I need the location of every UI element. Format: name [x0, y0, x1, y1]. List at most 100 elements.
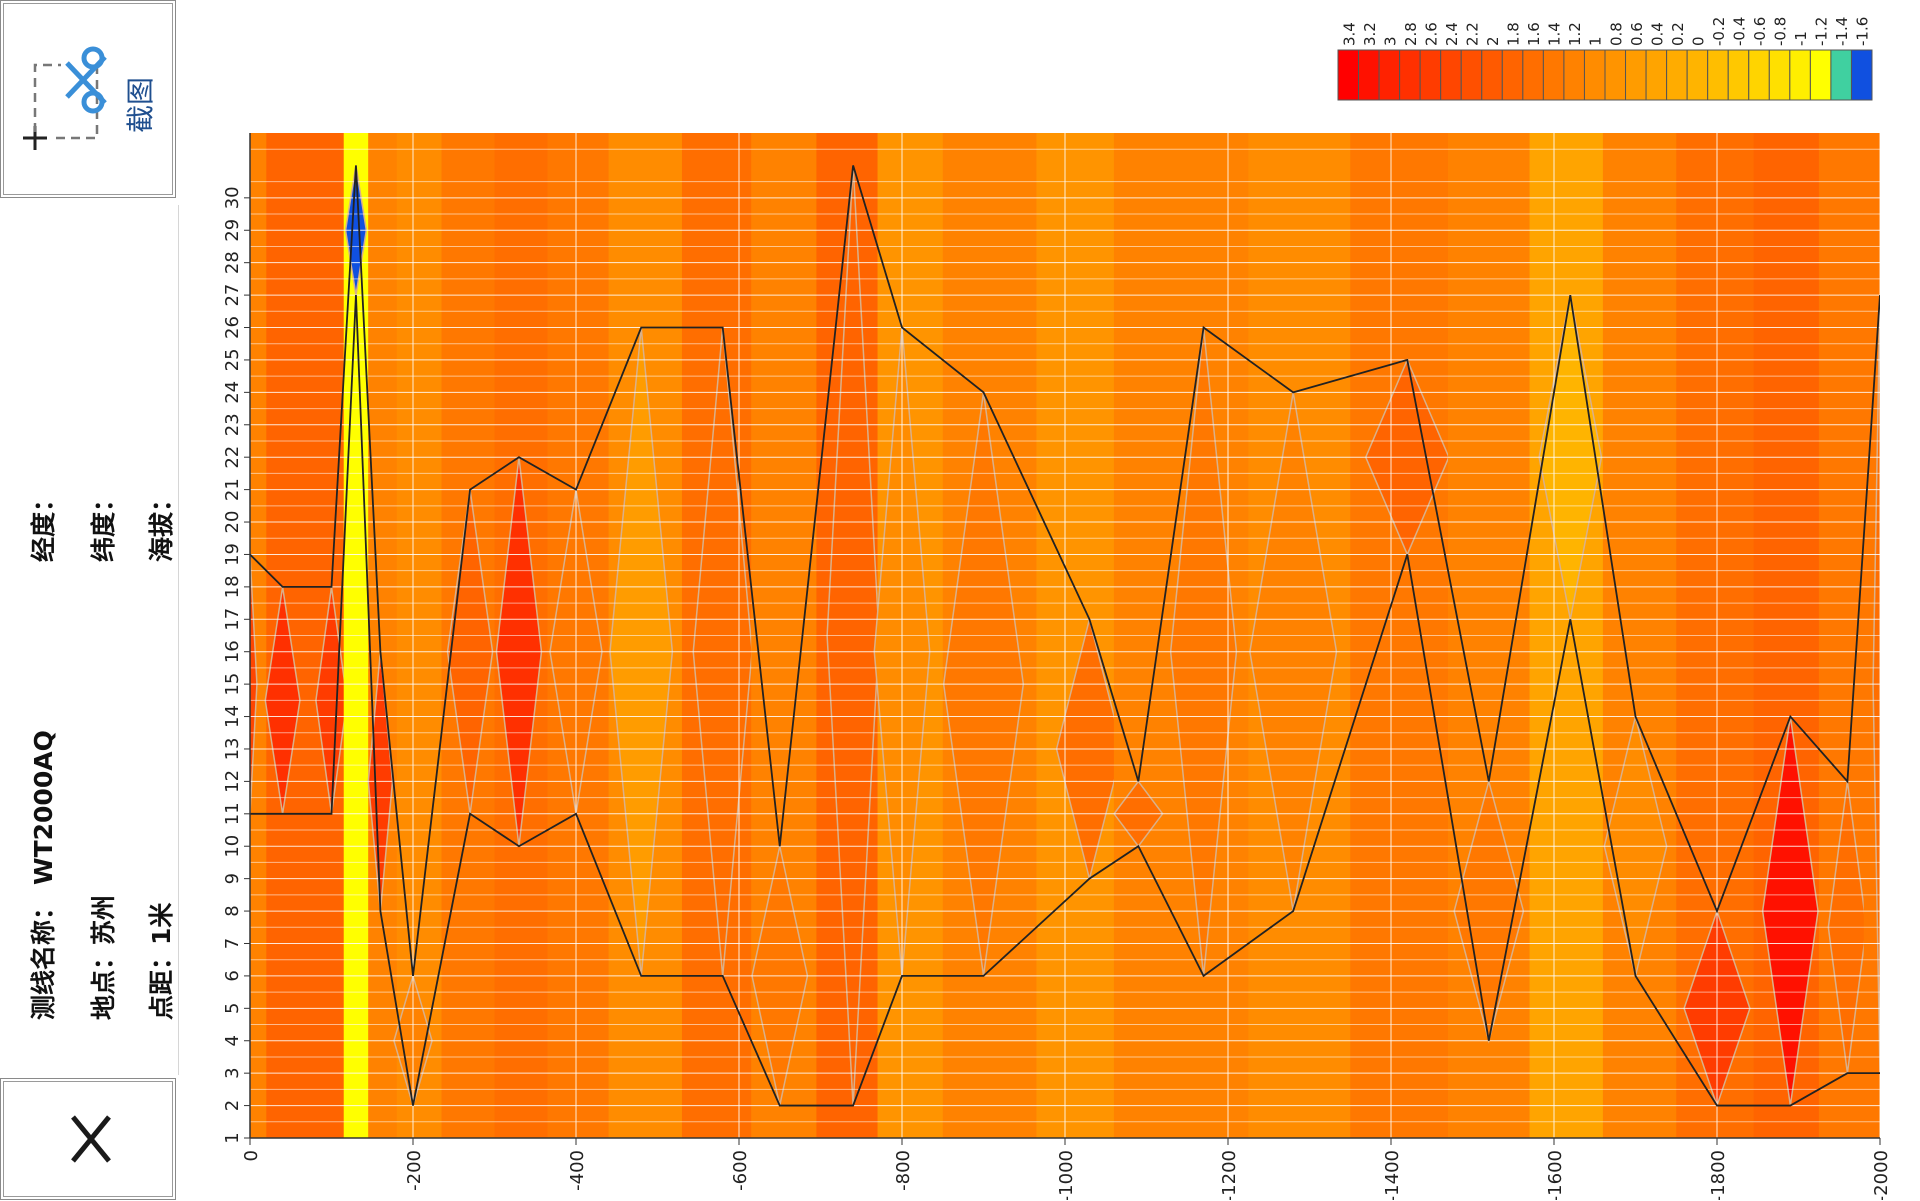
y-tick-label: 20: [222, 511, 243, 534]
y-tick-label: 24: [222, 381, 243, 404]
contour-layer: [250, 165, 1880, 1107]
close-button[interactable]: [0, 1078, 176, 1200]
legend-label: 1.8: [1505, 22, 1523, 46]
latitude-field: 纬度：: [84, 487, 120, 562]
y-tick-label: 29: [222, 219, 243, 242]
close-icon: [71, 1115, 111, 1163]
y-tick-label: 17: [222, 608, 243, 631]
legend-swatch: [1645, 49, 1668, 101]
legend-label: -0.4: [1731, 17, 1749, 46]
y-tick-label: 26: [222, 316, 243, 339]
legend-swatch: [1625, 49, 1647, 101]
x-tick-label: -1000: [1056, 1150, 1077, 1200]
legend-label: 3: [1381, 36, 1399, 46]
legend-swatch: [1789, 49, 1811, 101]
y-tick-label: 27: [222, 284, 243, 307]
legend-label: 0.8: [1607, 22, 1625, 46]
y-tick-label: 7: [222, 938, 243, 949]
x-tick-label: -2000: [1871, 1150, 1892, 1200]
screenshot-button[interactable]: 截图: [0, 0, 176, 198]
y-tick-label: 21: [222, 478, 243, 501]
spacing-label: 点距：: [147, 944, 176, 1020]
x-tick-label: 0: [241, 1150, 262, 1161]
longitude-field: 经度：: [24, 487, 60, 562]
y-tick-label: 1: [222, 1132, 243, 1143]
legend-swatch: [1501, 49, 1524, 101]
legend-label: 1.2: [1566, 22, 1584, 46]
line-name-label: 测线名称：: [29, 894, 58, 1020]
y-tick-label: 5: [222, 1003, 243, 1014]
legend-swatch: [1337, 49, 1360, 101]
legend-swatch: [1378, 49, 1401, 101]
x-tick-label: -1800: [1708, 1150, 1729, 1200]
legend-label: -0.6: [1751, 17, 1769, 46]
legend-swatch: [1850, 49, 1873, 101]
legend-swatch: [1748, 49, 1770, 101]
legend-label: 0.4: [1648, 22, 1666, 46]
legend-label: -1: [1792, 31, 1810, 46]
legend-label: -1.6: [1854, 17, 1872, 46]
legend-label: -0.2: [1710, 17, 1728, 46]
altitude-label: 海拔：: [147, 486, 176, 562]
legend-swatch: [1768, 49, 1791, 101]
y-tick-label: 11: [222, 802, 243, 825]
y-tick-label: 28: [222, 251, 243, 274]
legend-swatch: [1358, 49, 1380, 101]
y-tick-label: 14: [222, 705, 243, 728]
legend-label: -1.4: [1833, 17, 1851, 46]
legend-swatch: [1399, 49, 1421, 101]
altitude-field: 海拔：: [142, 487, 178, 562]
location-value: 苏州: [89, 894, 118, 945]
legend-label: 0: [1689, 36, 1707, 46]
x-tick-label: -1600: [1545, 1150, 1566, 1200]
y-tick-label: 19: [222, 543, 243, 566]
x-tick-label: -1200: [1219, 1150, 1240, 1200]
legend-label: 2.4: [1443, 22, 1461, 46]
screenshot-label: 截图: [124, 76, 157, 133]
axis-layer: 1234567891011121314151617181920212223242…: [222, 133, 1892, 1200]
y-tick-label: 15: [222, 673, 243, 696]
y-tick-label: 23: [222, 413, 243, 436]
legend-swatch: [1830, 49, 1852, 101]
color-legend: 3.4 3.2 3 2.8 2.6 2.4 2.2 2 1.8 1.6 1.4 1.2 1 0.8 0.6 0…: [1337, 17, 1873, 101]
location-field: 地点：苏州: [84, 895, 120, 1020]
legend-label: -0.8: [1772, 17, 1790, 46]
legend-swatch: [1809, 49, 1832, 101]
legend-label: 0.2: [1669, 22, 1687, 46]
legend-label: 3.4: [1340, 22, 1358, 46]
legend-swatch: [1542, 49, 1565, 101]
legend-swatch: [1666, 49, 1688, 101]
y-tick-label: 22: [222, 446, 243, 469]
x-tick-label: -1400: [1382, 1150, 1403, 1200]
legend-label: 2: [1484, 36, 1502, 46]
legend-label: 0.6: [1628, 22, 1646, 46]
longitude-label: 经度：: [29, 486, 58, 562]
legend-swatch: [1707, 49, 1729, 101]
legend-label: 1.4: [1546, 22, 1564, 46]
y-tick-label: 3: [222, 1067, 243, 1078]
x-tick-label: -800: [893, 1150, 914, 1191]
legend-swatch: [1727, 49, 1750, 101]
x-tick-label: -600: [730, 1150, 751, 1191]
legend-label: 2.2: [1464, 22, 1482, 46]
legend-swatch: [1583, 49, 1606, 101]
y-tick-label: 6: [222, 970, 243, 981]
contour-line-upper: [250, 165, 1880, 977]
y-tick-label: 25: [222, 348, 243, 371]
y-tick-label: 18: [222, 575, 243, 598]
y-tick-label: 30: [222, 186, 243, 209]
legend-swatch: [1460, 49, 1483, 101]
y-tick-label: 8: [222, 905, 243, 916]
legend-swatch: [1686, 49, 1709, 101]
y-tick-label: 4: [222, 1035, 243, 1046]
legend-label: 2.8: [1402, 22, 1420, 46]
x-tick-label: -400: [567, 1150, 588, 1191]
grid-layer: [250, 133, 1880, 1138]
legend-swatch: [1440, 49, 1462, 101]
line-name-field: 测线名称： WT2000AQ: [24, 730, 60, 1020]
spacing-field: 点距：1米: [142, 903, 178, 1020]
y-tick-label: 13: [222, 738, 243, 761]
y-tick-label: 10: [222, 835, 243, 858]
line-name-value: WT2000AQ: [29, 730, 58, 885]
